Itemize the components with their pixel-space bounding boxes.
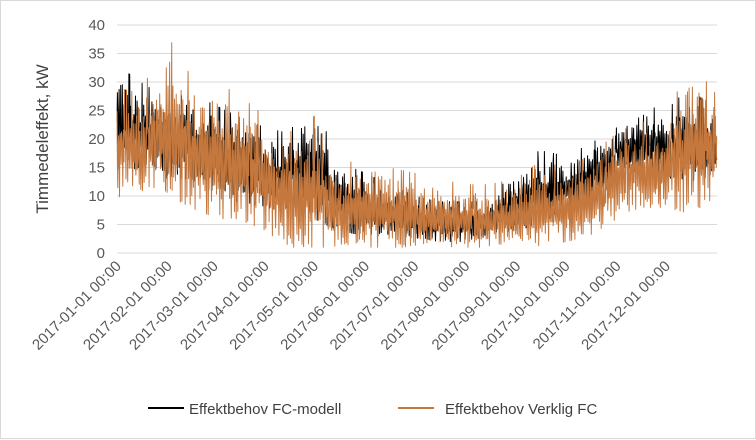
- x-tick-label: 2017-07-01 00:00: [327, 258, 423, 354]
- y-tick-label: 30: [88, 74, 105, 91]
- series-layer: [116, 42, 718, 248]
- x-tick-label: 2017-09-01 00:00: [429, 258, 525, 354]
- y-axis-title: Timmedeleffekt, kW: [33, 64, 52, 213]
- y-tick-label: 20: [88, 131, 105, 148]
- legend-label: Effektbehov FC-modell: [189, 401, 341, 418]
- x-tick-label: 2017-08-01 00:00: [378, 258, 474, 354]
- x-tick-label: 2017-04-01 00:00: [177, 258, 273, 354]
- legend-label: Effektbehov Verklig FC: [445, 401, 597, 418]
- y-tick-label: 0: [97, 245, 105, 262]
- y-tick-label: 10: [88, 188, 105, 205]
- x-tick-label: 2017-05-01 00:00: [226, 258, 322, 354]
- x-tick-label: 2017-03-01 00:00: [126, 258, 222, 354]
- y-axis-ticks: 0 5 10 15 20 25 30 35 40: [88, 17, 105, 262]
- legend: Effektbehov FC-modell Effektbehov Verklig…: [148, 401, 597, 418]
- x-tick-label: 2017-12-01 00:00: [578, 258, 674, 354]
- x-tick-label: 2017-01-01 00:00: [29, 258, 125, 354]
- series-line-2: [116, 42, 718, 248]
- y-tick-label: 40: [88, 17, 105, 34]
- y-tick-label: 35: [88, 46, 105, 63]
- x-tick-label: 2017-11-01 00:00: [530, 258, 625, 353]
- x-tick-label: 2017-06-01 00:00: [277, 258, 373, 354]
- y-tick-label: 25: [88, 103, 105, 120]
- y-tick-label: 15: [88, 160, 105, 177]
- x-tick-label: 2017-10-01 00:00: [478, 258, 574, 354]
- y-tick-label: 5: [97, 217, 105, 234]
